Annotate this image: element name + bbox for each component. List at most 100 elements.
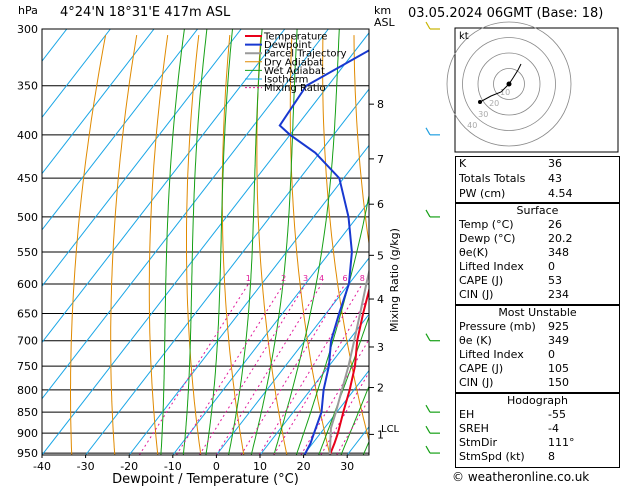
km-tick-label: 8 (377, 98, 384, 111)
hodograph-ring (477, 52, 541, 116)
pressure-tick-label: 750 (17, 360, 38, 373)
hodo-row: StmDir 111° (459, 436, 575, 449)
most-unstable-box: Most Unstable Pressure (mb) 925 θe (K) 349… (455, 305, 620, 393)
km-tick-label: 4 (377, 293, 384, 306)
surface-row: Dewp (°C) 20.2 (459, 232, 573, 245)
isotherm-line (128, 144, 369, 455)
legend-entry: Dry Adiabat (264, 57, 323, 68)
plot-frame (41, 28, 370, 456)
hodograph-title: Hodograph (507, 394, 568, 407)
wet-adiabat-line (205, 29, 233, 455)
mixing-ratio-line (175, 283, 285, 455)
wind-barb-icon (425, 425, 440, 434)
x-tick-label: 20 (297, 460, 311, 473)
hodo-row: StmSpd (kt) 8 (459, 450, 555, 463)
dry-adiabat-line (110, 35, 138, 455)
hodograph-ring-label: 40 (467, 121, 477, 130)
mu-row: CAPE (J) 105 (459, 362, 569, 375)
surface-row: Lifted Index 0 (459, 260, 555, 273)
hodograph-center (506, 81, 512, 87)
x-tick-label: -10 (164, 460, 182, 473)
mixing-ratio-label: 25 (430, 274, 440, 283)
isotherm-line (42, 29, 286, 344)
pressure-tick-label: 500 (17, 211, 38, 224)
legend-entry: Isotherm (264, 75, 308, 86)
km-tick-label: 6 (377, 198, 384, 211)
isotherm-line (42, 29, 155, 175)
km-unit-label: km (374, 4, 392, 17)
pressure-tick-label: 700 (17, 335, 38, 348)
dry-adiabat-line (148, 35, 169, 455)
indices-box: K 36 Totals Totals 43 PW (cm) 4.54 (455, 156, 620, 203)
series-line-parcel-trajectory (328, 267, 369, 455)
mixing-ratio-axis-label: Mixing Ratio (g/kg) (388, 228, 401, 332)
hodograph-point (478, 100, 482, 104)
mu-row: Pressure (mb) 925 (459, 320, 569, 333)
mixing-ratio-label: 3 (303, 274, 308, 283)
wet-adiabat-line (340, 384, 369, 455)
surface-row: Temp (°C) 26 (459, 218, 562, 231)
pressure-tick-label: 350 (17, 80, 38, 93)
legend-entry: Mixing Ratio (264, 83, 326, 94)
pressure-tick-label: 900 (17, 427, 38, 440)
indices-row-tt: Totals Totals 43 (459, 172, 562, 185)
pressure-tick-label: 400 (17, 129, 38, 142)
x-tick-label: 10 (253, 460, 267, 473)
hodograph-unit-label: kt (459, 31, 469, 42)
isotherm-line (85, 88, 369, 455)
isotherm-line (42, 29, 111, 119)
wet-adiabat-line (228, 29, 263, 455)
mixing-ratio-line (273, 294, 369, 455)
hodograph-trace (479, 83, 510, 103)
x-tick-label: 30 (340, 460, 354, 473)
dry-adiabat-line (322, 35, 369, 443)
dry-adiabat-line (70, 35, 107, 455)
pressure-tick-label: 850 (17, 406, 38, 419)
km-tick-label: 7 (377, 153, 384, 166)
dry-adiabat-line (353, 35, 369, 248)
mixing-ratio-line (240, 283, 346, 455)
asl-unit-label: ASL (374, 16, 395, 29)
hodo-row: EH -55 (459, 408, 566, 421)
chart-title: 4°24'N 18°31'E 417m ASL (60, 5, 231, 20)
mu-row: Lifted Index 0 (459, 348, 555, 361)
pressure-tick-label: 450 (17, 172, 38, 185)
series-line-dewpoint (278, 49, 369, 455)
mixing-ratio-label: 20 (415, 274, 425, 283)
isotherm-line (42, 29, 198, 231)
hodograph-trace (508, 63, 522, 85)
pressure-tick-label: 950 (17, 447, 38, 460)
legend-entry: Wet Adiabat (264, 66, 325, 77)
pressure-tick-label: 300 (17, 23, 38, 36)
wind-barb-icon (425, 209, 440, 218)
wet-adiabat-line (273, 29, 340, 455)
footer-copyright: © weatheronline.co.uk (452, 470, 590, 484)
hodograph-ring-label: 20 (489, 99, 499, 108)
legend-entry: Parcel Trajectory (264, 49, 347, 60)
mixing-ratio-label: 6 (342, 274, 347, 283)
mixing-ratio-label: 2 (281, 274, 286, 283)
wet-adiabat-line (160, 29, 185, 455)
mixing-ratio-line (138, 283, 249, 455)
indices-row-pw: PW (cm) 4.54 (459, 187, 573, 200)
dry-adiabat-line (186, 35, 202, 455)
hodograph-ring-label: 30 (478, 110, 488, 119)
isotherm-line (42, 29, 242, 287)
surface-title: Surface (516, 204, 559, 217)
pressure-tick-label: 550 (17, 246, 38, 259)
isotherm-line (172, 200, 369, 455)
legend-entry: Dewpoint (264, 40, 312, 51)
series-line-temperature (328, 286, 369, 455)
mu-row: θe (K) 349 (459, 334, 569, 347)
mixing-ratio-label: 10 (371, 274, 381, 283)
wind-barb-icon (425, 21, 440, 30)
most-unstable-title: Most Unstable (498, 306, 577, 319)
hodograph-ring (462, 37, 556, 131)
wind-barb-icon (425, 404, 440, 413)
mixing-ratio-label: 8 (360, 274, 365, 283)
y-unit-label: hPa (18, 4, 38, 17)
x-tick-label: -40 (33, 460, 51, 473)
km-tick-label: 1 (377, 428, 384, 441)
isotherm-line (303, 369, 369, 455)
